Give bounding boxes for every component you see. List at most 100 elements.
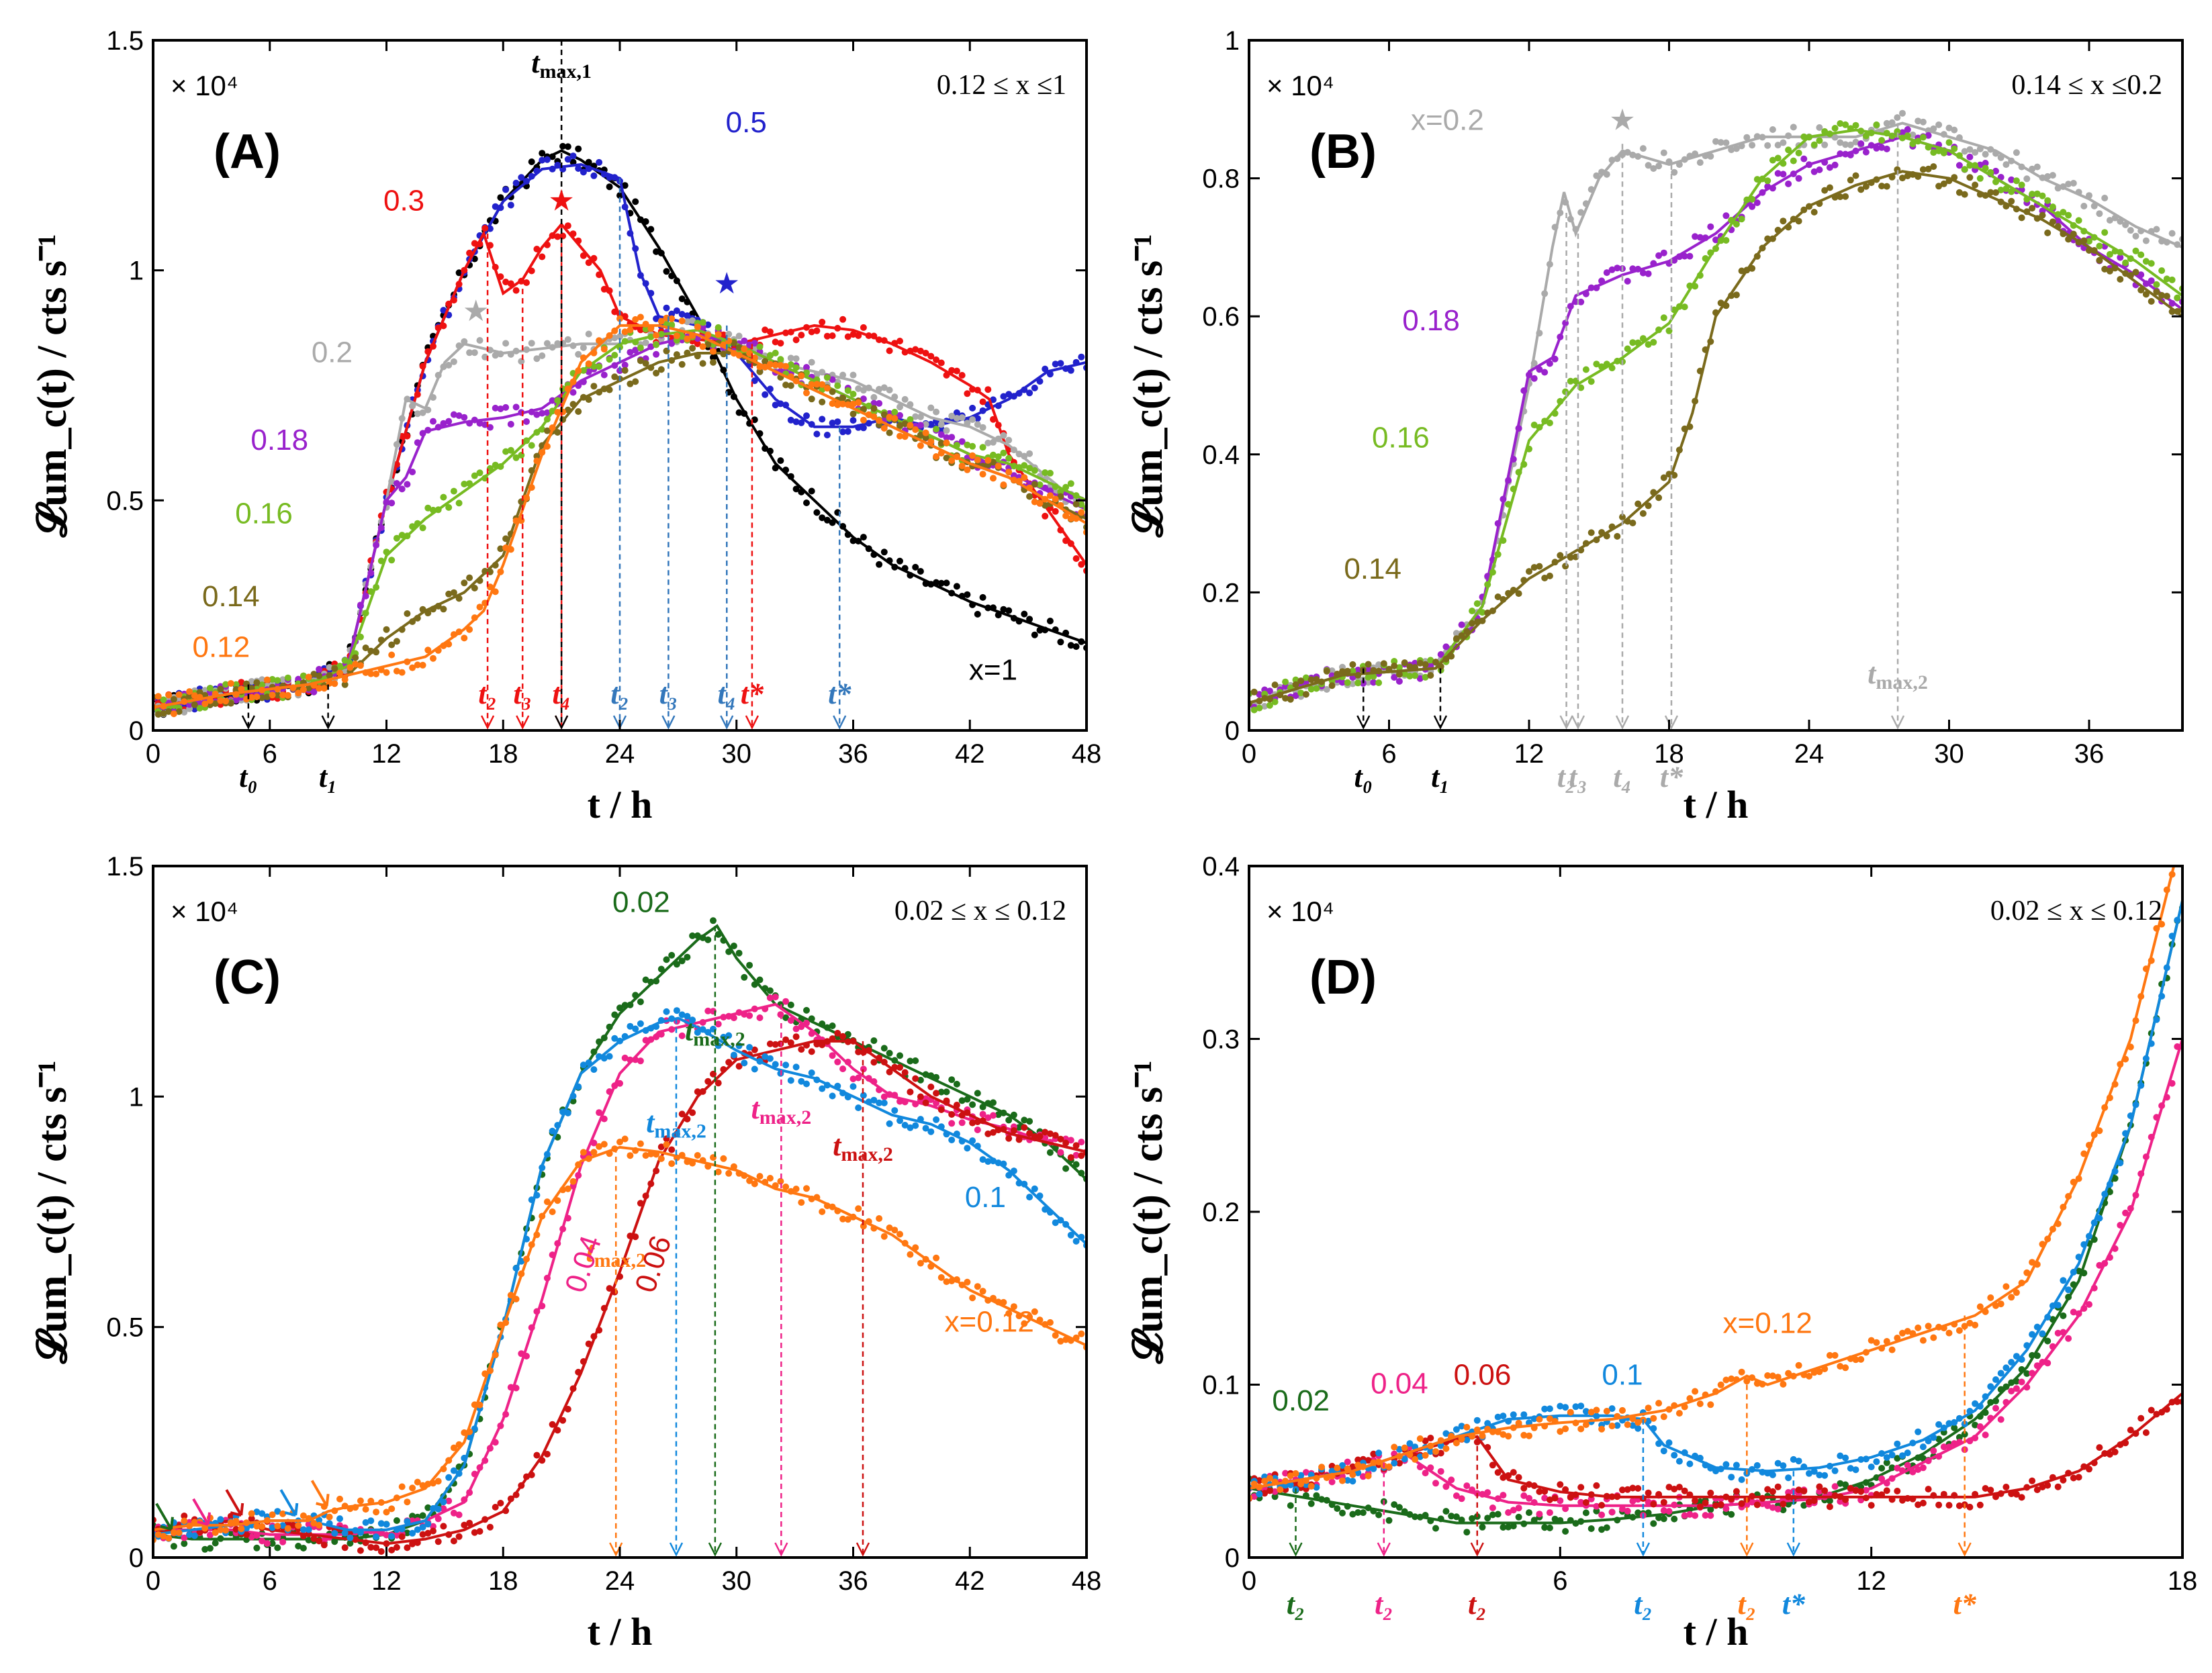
x-axis-label: t / h [1684, 783, 1749, 826]
data-point [2179, 838, 2186, 845]
data-point [1042, 1135, 1049, 1141]
data-point [2132, 269, 2139, 276]
data-point [2122, 221, 2129, 228]
data-point [539, 253, 546, 260]
data-point [756, 976, 764, 984]
data-point [1395, 1504, 1403, 1511]
onset-arrow-icon [225, 1489, 244, 1517]
data-point [860, 416, 867, 424]
data-point [995, 453, 1002, 461]
data-point [1349, 667, 1356, 675]
data-point [1940, 180, 1947, 187]
data-point [704, 1007, 712, 1014]
data-point [710, 358, 717, 366]
data-point [1982, 150, 1989, 158]
data-point [678, 333, 686, 340]
data-point [1432, 1525, 1439, 1532]
data-point [1707, 1401, 1714, 1408]
data-point [316, 1537, 323, 1545]
data-point [886, 414, 893, 421]
data-point [1469, 1515, 1476, 1522]
data-point [523, 418, 530, 425]
data-point [331, 665, 338, 672]
data-point [1795, 218, 1802, 225]
data-point [2086, 238, 2092, 245]
data-point [611, 352, 618, 358]
data-point [1072, 643, 1080, 651]
data-point [699, 360, 706, 367]
data-point [2054, 1329, 2062, 1337]
data-point [1463, 1529, 1471, 1536]
data-point [481, 353, 489, 361]
data-point [1696, 159, 1704, 166]
data-point [404, 1518, 411, 1525]
data-point [803, 1185, 810, 1192]
multiplier-label: × 10⁴ [1266, 896, 1334, 927]
data-point [969, 1294, 976, 1302]
data-point [1541, 1494, 1549, 1502]
data-point [1852, 138, 1859, 146]
data-point [1577, 1498, 1585, 1506]
data-point [637, 314, 644, 321]
data-point [694, 323, 701, 330]
data-point [1925, 132, 1932, 139]
data-point [1894, 1440, 1901, 1447]
data-point [1458, 1495, 1465, 1502]
data-point [1297, 677, 1305, 685]
data-point [844, 387, 851, 394]
data-point [2060, 209, 2067, 216]
data-point [1749, 203, 1756, 210]
data-point [1790, 124, 1797, 131]
data-point [1437, 1449, 1444, 1457]
data-point [1696, 1498, 1704, 1505]
data-point [922, 421, 929, 428]
data-point [777, 1178, 784, 1185]
data-point [616, 192, 623, 199]
data-point [839, 1033, 847, 1040]
data-point [1582, 366, 1589, 373]
x-tick-label: 30 [722, 739, 752, 769]
data-point [1277, 1486, 1284, 1493]
data-point [1842, 193, 1849, 200]
data-point [829, 1022, 836, 1029]
data-point [326, 1513, 333, 1521]
data-point [434, 1515, 442, 1523]
data-point [2106, 267, 2113, 275]
data-point [819, 1085, 826, 1092]
data-point [450, 1467, 457, 1474]
data-point [404, 1544, 411, 1551]
data-point [414, 1478, 421, 1486]
data-point [1753, 1462, 1761, 1469]
data-point [497, 194, 504, 201]
data-point [979, 1103, 986, 1110]
data-point [1955, 1502, 1963, 1509]
data-point [1868, 1502, 1875, 1509]
data-point [2060, 1476, 2067, 1484]
data-point [393, 1543, 400, 1551]
data-point [1005, 1116, 1013, 1124]
data-point [1722, 1376, 1730, 1384]
data-point [907, 1124, 914, 1131]
data-point [362, 644, 369, 651]
data-point [1925, 1486, 1932, 1493]
data-point [730, 1014, 737, 1022]
data-point [154, 1531, 162, 1538]
data-point [585, 259, 592, 267]
data-point [440, 493, 447, 501]
data-point [787, 1077, 794, 1084]
data-point [1764, 142, 1771, 149]
down-arrow-icon [1571, 715, 1585, 730]
data-point [1422, 661, 1429, 668]
data-point [1660, 474, 1667, 481]
data-point [362, 1506, 369, 1513]
data-point [1842, 1454, 1849, 1462]
data-point [653, 341, 660, 348]
data-point [1608, 1423, 1616, 1429]
data-point [699, 319, 706, 326]
data-point [860, 1223, 867, 1230]
data-point [766, 328, 774, 336]
data-point [2033, 163, 2041, 171]
data-point [1842, 1481, 1849, 1488]
data-point [341, 681, 349, 688]
data-point [1624, 1507, 1631, 1515]
